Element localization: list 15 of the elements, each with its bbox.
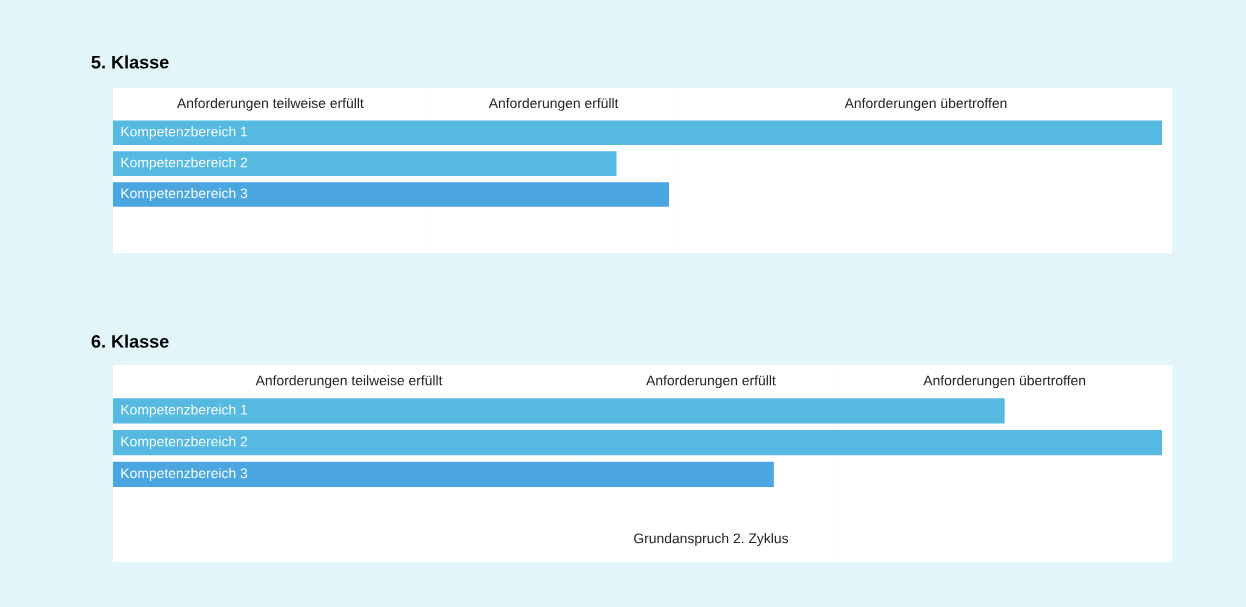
band-label: Anforderungen teilweise erfüllt <box>255 375 443 389</box>
category-label: Kompetenzbereich 1 <box>121 404 248 418</box>
band-label: Anforderungen teilweise erfüllt <box>176 97 364 111</box>
category-label: Kompetenzbereich 2 <box>121 157 248 171</box>
category-label: Kompetenzbereich 2 <box>121 436 248 450</box>
category-label: Kompetenzbereich 3 <box>121 467 248 481</box>
category-label: Kompetenzbereich 1 <box>121 126 248 140</box>
band-label: Anforderungen erfüllt <box>488 97 619 111</box>
band-label: Anforderungen übertroffen <box>923 375 1086 389</box>
chart-title: 5. Klasse <box>91 55 169 69</box>
band-label: Anforderungen übertroffen <box>844 97 1007 111</box>
band-label: Anforderungen erfüllt <box>646 375 776 389</box>
chart-title: 6. Klasse <box>91 334 169 348</box>
category-label: Kompetenzbereich 3 <box>121 188 248 201</box>
text: Grundanspruch 2. Zyklus <box>634 533 789 546</box>
